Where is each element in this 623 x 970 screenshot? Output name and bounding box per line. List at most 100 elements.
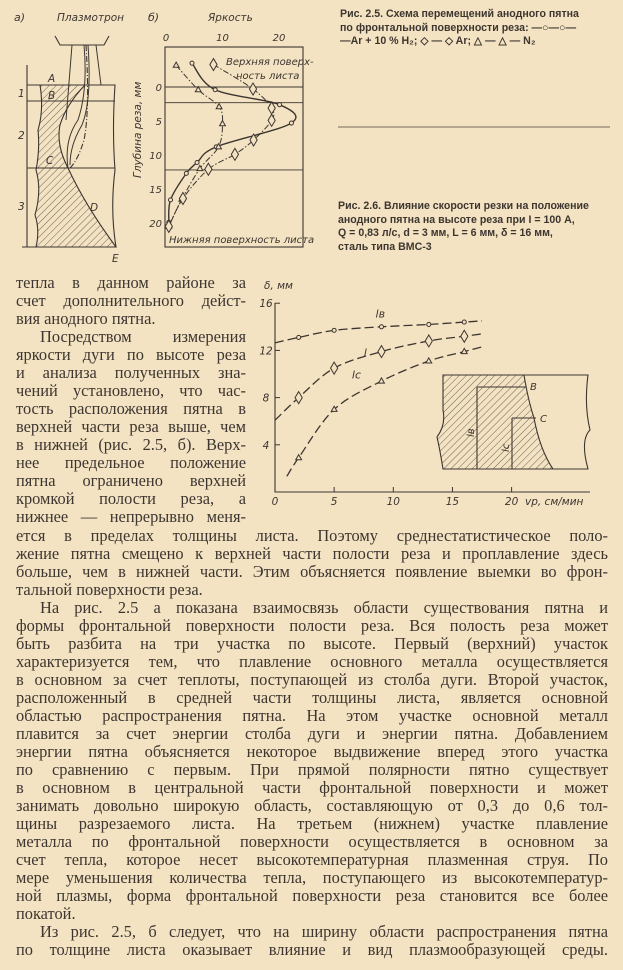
y-tick-label: 8 — [263, 393, 270, 405]
text-line: ной плазмы, форма фронтальной поверхност… — [16, 886, 608, 905]
point-A-label: A — [47, 73, 55, 85]
data-point-lc — [330, 405, 338, 412]
text-line: металла по фронтальной поверхности осуще… — [16, 832, 608, 851]
text-line: в основном в центральной части фронтальн… — [16, 778, 608, 797]
data-point-diamond — [267, 113, 276, 128]
data-point-triangle — [196, 164, 204, 172]
text-line: тость расположения пятна в — [16, 399, 246, 418]
data-point-triangle — [218, 119, 227, 127]
text-line: в основном за счет теплоты, поступающей … — [16, 670, 608, 689]
point-B-label: B — [48, 90, 55, 102]
text-line: вия анодного пятна. — [16, 309, 156, 328]
text-line: жение пятна смещено к верхней части поло… — [16, 544, 608, 563]
x-tick-label: 10 — [387, 496, 401, 508]
text-line: тальной поверхности реза. — [16, 580, 203, 599]
text-line: энергии пятна объясняется некоторое выдв… — [16, 742, 608, 761]
data-point-lc — [294, 453, 303, 461]
series-label: lв — [376, 307, 386, 320]
data-point-circle — [194, 159, 200, 166]
text-line: счет тепла, которое несет высокотемперат… — [16, 850, 608, 869]
y-tick-label: 0 — [156, 83, 162, 94]
text-line: счет дополнительного дейст- — [16, 291, 246, 310]
x-tick-label: 15 — [446, 496, 460, 508]
data-point-triangle — [215, 102, 223, 110]
caption-line: Рис. 2.6. Влияние скорости резки на поло… — [338, 200, 589, 212]
data-point-lc — [425, 356, 433, 364]
body-text-full-width: ется в пределах толщины листа. Поэтому с… — [16, 527, 608, 959]
x-tick-label: 5 — [331, 496, 338, 508]
text-line: тепла в данном районе за — [16, 273, 246, 292]
data-point-lв — [331, 327, 337, 333]
text-line: щины разрезаемого листа. На третьем (ниж… — [16, 814, 608, 833]
data-point-lc — [377, 376, 386, 384]
panel-b-label: б) — [148, 11, 159, 24]
text-line: чений установлено, что час- — [16, 381, 246, 400]
text-line: На рис. 2.5 а показана взаимосвязь облас… — [40, 598, 608, 617]
x-tick-label: 10 — [216, 33, 229, 44]
caption-line: анодного пятна на высоте реза при I = 10… — [338, 213, 575, 226]
text-line: больше, чем в нижней части. Этим объясня… — [16, 562, 608, 581]
body-text-side-column: тепла в данном районе за счет дополнитель… — [16, 274, 246, 526]
text-line: яркости дуги по высоте реза — [16, 345, 246, 364]
figure-2-5-caption: Рис. 2.5. Схема перемещений анодного пят… — [340, 8, 579, 49]
data-point-diamond — [209, 57, 218, 72]
zone-1-label: 1 — [18, 88, 25, 100]
figure-2-6-caption: Рис. 2.6. Влияние скорости резки на поло… — [338, 200, 589, 254]
text-line: ется в пределах толщины листа. Поэтому с… — [16, 526, 608, 545]
data-point-diamond — [178, 191, 188, 206]
torch-label: Плазмотрон — [57, 12, 124, 24]
data-point-triangle — [194, 85, 202, 93]
text-line: областью распространения пятна. На этом … — [16, 706, 608, 725]
x-axis-title: Яркость — [207, 12, 253, 24]
data-point-l — [460, 329, 469, 344]
data-point-l — [294, 390, 303, 405]
y-tick-label: 10 — [149, 151, 162, 162]
data-point-triangle — [172, 61, 180, 68]
text-line: быть разбита на три участка по высоте. П… — [16, 634, 608, 653]
text-line: по сравнению с первым. При прямой полярн… — [16, 760, 608, 779]
plate-right-edge — [85, 84, 117, 248]
text-line: занимать довольно широкую область, соста… — [16, 796, 608, 815]
data-point-l — [377, 344, 386, 359]
series-label: l — [364, 346, 367, 359]
inset-lC-label: lc — [501, 443, 512, 452]
x-tick-label: 20 — [273, 33, 286, 44]
text-line: плавится за счет энергии столба дуги и э… — [16, 724, 608, 743]
text-line: верхней части реза выше, чем — [16, 417, 246, 436]
x-axis-title: vр, см/мин — [525, 496, 584, 508]
plate-hatched — [34, 84, 118, 248]
text-line: кромкой полости реза, а — [16, 489, 246, 508]
text-line: Из рис. 2.5, б следует, что на ширину об… — [40, 922, 608, 941]
data-point-l — [329, 361, 339, 376]
data-point-diamond — [164, 219, 174, 234]
caption-line: по фронтальной поверхности реза: —○—○— — [340, 21, 577, 34]
top-surface-label-2: ность листа — [236, 71, 299, 82]
point-D-label: D — [90, 202, 98, 214]
y-tick-label: 20 — [149, 219, 162, 230]
zone-2-label: 2 — [18, 130, 25, 142]
data-point-circle — [167, 197, 174, 203]
data-point-lв — [461, 319, 467, 325]
figure-2-5a-cut-diagram: а) Плазмотрон 1 2 3 A B C D E — [14, 11, 124, 265]
data-point-diamond — [230, 147, 240, 162]
text-line: расположенный в средней части толщины ли… — [16, 688, 608, 707]
y-tick-label: 15 — [149, 185, 162, 196]
inset-B-label: B — [530, 382, 537, 393]
caption-line: сталь типа ВМС-3 — [338, 240, 432, 253]
point-C-label: C — [46, 155, 54, 167]
panel-a-label: а) — [14, 11, 25, 24]
top-surface-label-1: Верхняя поверх- — [226, 57, 314, 68]
data-point-diamond — [204, 162, 213, 177]
plot-frame — [164, 46, 304, 248]
y-tick-label: 4 — [263, 440, 270, 452]
data-point-lв — [296, 334, 302, 340]
text-line: по толщине листа оказывает влияние и вид… — [16, 940, 608, 959]
zone-3-label: 3 — [18, 201, 25, 213]
x-tick-label: 20 — [505, 496, 519, 508]
y-tick-label: 5 — [156, 117, 162, 128]
arc-column-dashed — [69, 44, 89, 169]
data-point-circle — [277, 102, 283, 108]
text-line: и анализа полученных зна- — [16, 363, 246, 382]
